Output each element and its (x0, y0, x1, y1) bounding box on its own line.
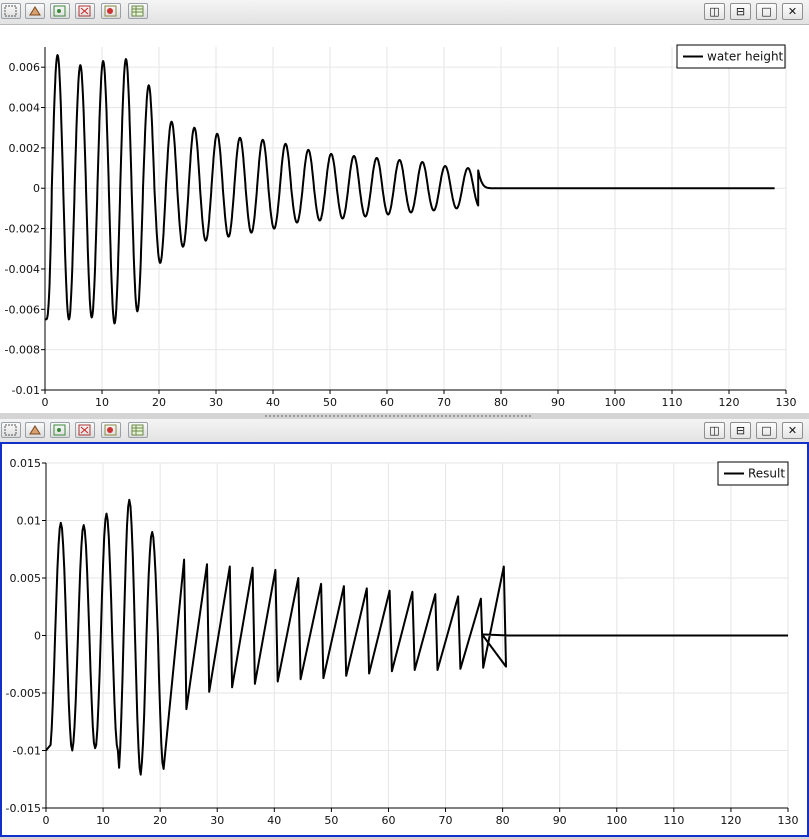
y-tick-label: -0.002 (5, 223, 40, 236)
x-tick-label: 70 (439, 814, 453, 827)
view-splitter[interactable] (0, 413, 809, 419)
x-tick-label: 10 (96, 814, 110, 827)
select-points-icon (4, 424, 17, 436)
splitter-grip[interactable] (265, 415, 533, 417)
legend-box (717, 461, 789, 486)
x-tick-label: 20 (153, 814, 167, 827)
close-button[interactable]: ✕ (782, 422, 803, 439)
x-tick-label: 80 (496, 814, 510, 827)
y-tick-label: 0.002 (9, 142, 41, 155)
y-tick-label: -0.006 (5, 303, 40, 316)
legend-label: Result (748, 467, 785, 481)
zoom-select-icon (53, 5, 66, 17)
split-vertical-button[interactable]: ⊟ (730, 3, 751, 20)
x-tick-label: 120 (719, 396, 740, 409)
x-tick-label: 130 (776, 396, 797, 409)
grab-button[interactable] (101, 3, 121, 19)
x-tick-label: 80 (494, 396, 508, 409)
y-tick-label: 0 (34, 630, 41, 643)
select-points-button[interactable] (1, 3, 21, 19)
select-cells-icon (29, 425, 41, 435)
top-chart-panel[interactable]: 0 10 20 30 40 50 60 70 80 90 100 110 120 130 -0.01 -0.0… (0, 25, 809, 413)
bottom-chart-panel[interactable]: 0 10 20 30 40 50 60 70 80 90 100 110 120 130 -0.015 -0.… (0, 442, 809, 837)
split-horizontal-button[interactable]: ◫ (704, 3, 725, 20)
legend-box (676, 44, 786, 69)
split-vertical-button[interactable]: ⊟ (730, 422, 751, 439)
top-view-toolbar: ◫ ⊟ □ ✕ (0, 0, 809, 25)
clear-selection-icon (78, 424, 91, 436)
grab-button[interactable] (101, 422, 121, 438)
x-tick-label: 40 (267, 814, 281, 827)
spreadsheet-button[interactable] (128, 422, 148, 438)
select-points-icon (4, 5, 17, 17)
x-tick-label: 30 (210, 814, 224, 827)
x-tick-label: 0 (43, 814, 50, 827)
x-tick-label: 110 (663, 814, 684, 827)
spreadsheet-icon (131, 424, 144, 436)
x-tick-label: 60 (380, 396, 394, 409)
y-tick-label: -0.01 (12, 384, 40, 397)
x-tick-label: 70 (437, 396, 451, 409)
y-tick-label: -0.008 (5, 344, 40, 357)
x-tick-label: 90 (553, 814, 567, 827)
series-line-water-height (44, 54, 775, 325)
clear-selection-button[interactable] (75, 3, 95, 19)
y-tick-label: -0.004 (5, 263, 40, 276)
x-tick-label: 50 (324, 814, 338, 827)
series-line-result (45, 498, 788, 776)
clear-selection-icon (78, 5, 91, 17)
zoom-select-button[interactable] (50, 3, 70, 19)
y-tick-label: -0.005 (6, 687, 41, 700)
y-tick-label: -0.01 (13, 745, 41, 758)
water-height-chart[interactable]: 0 10 20 30 40 50 60 70 80 90 100 110 120 130 -0.01 -0.0… (0, 25, 809, 413)
x-tick-label: 110 (662, 396, 683, 409)
select-points-button[interactable] (1, 422, 21, 438)
bottom-view-toolbar: ◫ ⊟ □ ✕ (0, 419, 809, 444)
x-tick-label: 50 (323, 396, 337, 409)
x-tick-label: 0 (42, 396, 49, 409)
x-tick-label: 90 (551, 396, 565, 409)
legend-label: water height (707, 50, 784, 64)
select-cells-button[interactable] (25, 422, 45, 438)
maximize-button[interactable]: □ (756, 422, 777, 439)
zoom-select-icon (53, 424, 66, 436)
spreadsheet-button[interactable] (128, 3, 148, 19)
x-tick-label: 100 (605, 396, 626, 409)
spreadsheet-icon (131, 5, 144, 17)
x-tick-label: 20 (152, 396, 166, 409)
y-tick-label: 0.015 (10, 457, 42, 470)
maximize-button[interactable]: □ (756, 3, 777, 20)
result-chart[interactable]: 0 10 20 30 40 50 60 70 80 90 100 110 120 130 -0.015 -0.… (2, 444, 807, 835)
y-tick-label: 0 (33, 182, 40, 195)
x-tick-label: 10 (95, 396, 109, 409)
x-tick-label: 120 (720, 814, 741, 827)
y-tick-label: 0.004 (9, 102, 41, 115)
y-tick-label: 0.01 (17, 515, 42, 528)
grab-icon (104, 424, 117, 436)
select-cells-icon (29, 6, 41, 16)
x-tick-label: 40 (266, 396, 280, 409)
y-tick-label: 0.006 (9, 61, 41, 74)
close-button[interactable]: ✕ (782, 3, 803, 20)
zoom-select-button[interactable] (50, 422, 70, 438)
x-tick-label: 100 (606, 814, 627, 827)
clear-selection-button[interactable] (75, 422, 95, 438)
grab-icon (104, 5, 117, 17)
x-tick-label: 60 (381, 814, 395, 827)
y-tick-label: -0.015 (6, 802, 41, 815)
split-horizontal-button[interactable]: ◫ (704, 422, 725, 439)
select-cells-button[interactable] (25, 3, 45, 19)
x-tick-label: 130 (778, 814, 799, 827)
y-tick-label: 0.005 (10, 572, 42, 585)
x-tick-label: 30 (209, 396, 223, 409)
